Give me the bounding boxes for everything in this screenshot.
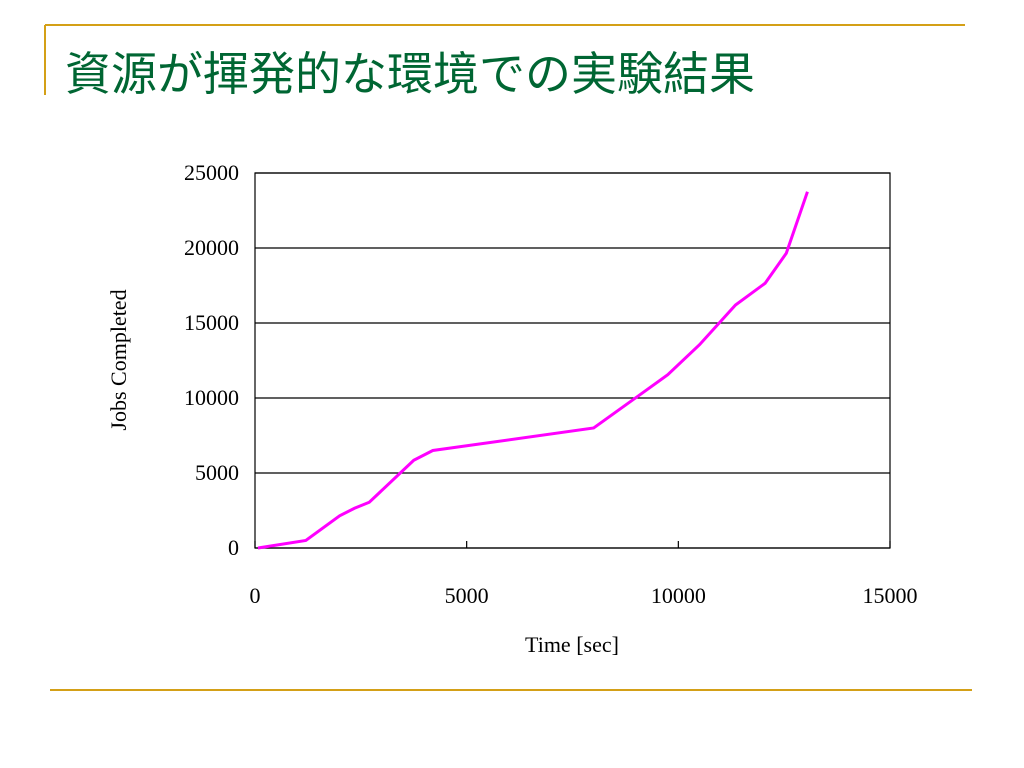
y-axis-label: Jobs Completed — [106, 289, 131, 430]
y-tick-label: 15000 — [184, 310, 239, 335]
y-tick-label: 20000 — [184, 235, 239, 260]
x-tick-label: 15000 — [863, 583, 918, 608]
data-line — [257, 191, 809, 550]
y-tick-label: 5000 — [195, 460, 239, 485]
y-tick-label: 25000 — [184, 160, 239, 185]
y-tick-label: 0 — [228, 535, 239, 560]
y-tick-label: 10000 — [184, 385, 239, 410]
plot-frame — [254, 172, 891, 549]
x-tick-label: 10000 — [651, 583, 706, 608]
x-tick-label: 5000 — [445, 583, 489, 608]
x-axis-label: Time [sec] — [525, 632, 619, 657]
x-tick-label: 0 — [250, 583, 261, 608]
slide-title: 資源が揮発的な環境での実験結果 — [65, 47, 755, 101]
